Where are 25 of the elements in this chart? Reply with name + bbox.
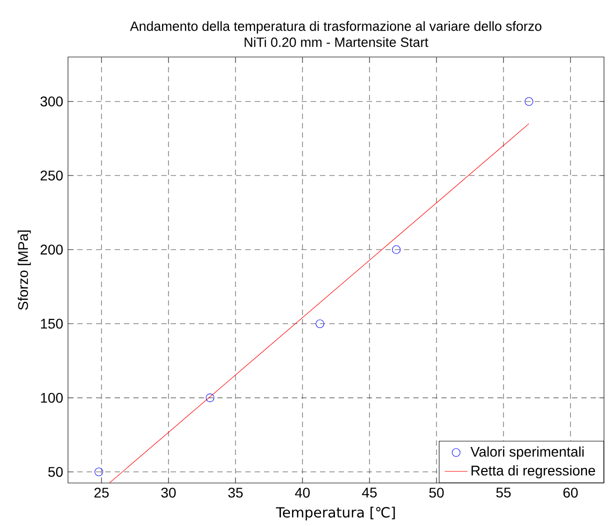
point [316,319,324,328]
y-tick-label: 300 [40,96,63,106]
x-tick-label: 60 [563,488,578,498]
point [524,97,534,106]
y-tick-label: 200 [40,244,63,255]
y-axis-title: Sforzo [MPa] [18,230,31,310]
point [94,468,104,476]
point [206,394,214,402]
legend-label: Retta di regressione [472,465,596,478]
chart-subtitle: NiTi 0.20 mm - Martensite Start [244,37,428,47]
x-tick-label: 50 [429,488,444,498]
x-tick-label: 35 [228,488,243,498]
x-tick-label: 55 [496,488,511,498]
x-tick-label: 40 [295,488,310,498]
y-tick-label: 150 [41,318,63,329]
x-tick-label: 30 [161,488,176,498]
legend-label: Valori sperimentali [470,446,584,460]
y-tick-label: 100 [41,392,63,403]
x-tick-label: 45 [362,488,377,498]
y-tick-label: 250 [40,170,63,181]
chart-title: Andamento della temperatura di trasformazione al variare dello sforzo [130,21,542,34]
x-axis-title: Temperatura [℃] [276,506,395,520]
y-tick-label: 50 [48,466,63,477]
x-tick-label: 25 [94,488,109,498]
point [392,245,401,254]
